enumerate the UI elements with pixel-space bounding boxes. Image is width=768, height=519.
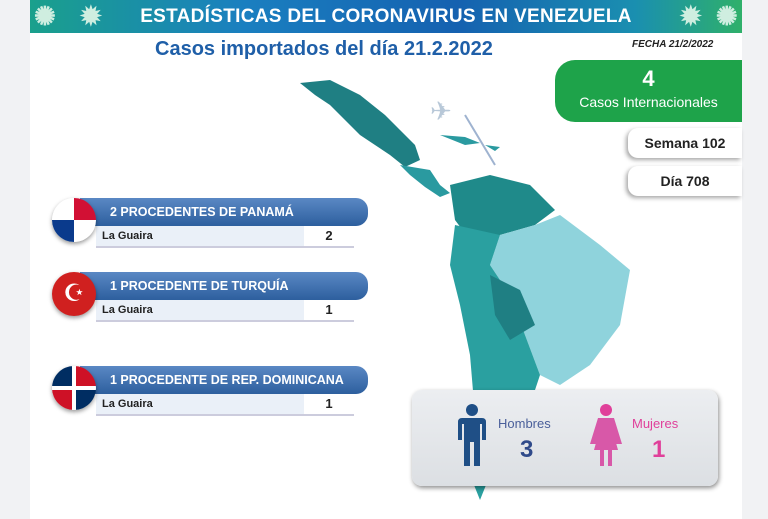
turkey-flag-icon: ☪ xyxy=(52,272,96,316)
table-row: La Guaira 2 xyxy=(96,226,354,248)
woman-icon xyxy=(590,404,622,466)
page-title: ESTADÍSTICAS DEL CORONAVIRUS EN VENEZUEL… xyxy=(140,5,632,27)
panama-flag-icon xyxy=(52,198,96,242)
origin-title: 1 PROCEDENTE DE REP. DOMINICANA xyxy=(80,366,368,394)
virus-icon: ✹ xyxy=(80,1,103,31)
map-andes xyxy=(450,225,540,500)
origin-title: 1 PROCEDENTE DE TURQUÍA xyxy=(80,272,368,300)
day-badge: Día 708 xyxy=(628,166,742,196)
state-name: La Guaira xyxy=(102,398,153,410)
table-row: La Guaira 1 xyxy=(96,300,354,322)
origin-title: 2 PROCEDENTES DE PANAMÁ xyxy=(80,198,368,226)
dominican-republic-flag-icon xyxy=(52,366,96,410)
man-icon xyxy=(458,404,486,466)
flight-arrow xyxy=(464,114,496,166)
case-count: 1 xyxy=(304,300,354,320)
subtitle: Casos importados del día 21.2.2022 xyxy=(155,38,493,60)
americas-map: ✈ xyxy=(300,80,630,500)
case-count: 2 xyxy=(304,226,354,246)
state-name: La Guaira xyxy=(102,304,153,316)
map-south-america-north xyxy=(450,175,555,240)
virus-icon: ✹ xyxy=(679,1,702,31)
international-cases-count: 4 xyxy=(642,66,655,91)
map-brazil xyxy=(490,215,630,385)
women-count: 1 xyxy=(652,436,666,463)
state-name: La Guaira xyxy=(102,230,153,242)
international-cases-box: 4 Casos Internacionales xyxy=(555,60,742,122)
plane-icon: ✈ xyxy=(430,96,452,126)
week-badge: Semana 102 xyxy=(628,128,742,158)
women-label: Mujeres xyxy=(632,416,679,431)
date-label: FECHA 21/2/2022 xyxy=(632,39,714,50)
men-count: 3 xyxy=(520,436,534,463)
virus-icon: ✺ xyxy=(715,1,738,31)
international-cases-label: Casos Internacionales xyxy=(579,94,718,110)
case-count: 1 xyxy=(304,394,354,414)
map-caribbean xyxy=(440,135,500,151)
map-bolivia xyxy=(490,275,535,340)
header-banner: ✺ ✹ ESTADÍSTICAS DEL CORONAVIRUS EN VENE… xyxy=(30,0,742,33)
men-label: Hombres xyxy=(498,416,551,431)
gender-breakdown: Hombres 3 Mujeres 1 xyxy=(412,390,718,486)
table-row: La Guaira 1 xyxy=(96,394,354,416)
map-central-america xyxy=(400,165,450,197)
map-north-america xyxy=(300,80,420,167)
virus-icon: ✺ xyxy=(34,1,57,31)
